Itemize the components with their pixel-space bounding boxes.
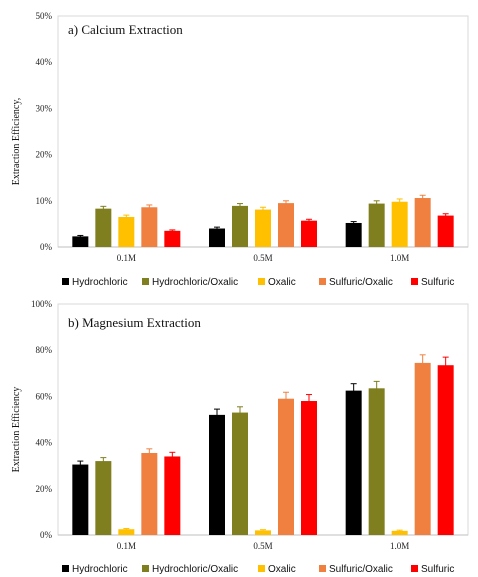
chart-panel-2: 0% 20% 40% 60% 80% 100% Extraction Efficiency b… (11, 299, 469, 575)
bar (391, 530, 408, 535)
legend-label: Sulfuric/Oxalic (329, 277, 393, 288)
y-tick-label: 100% (31, 299, 53, 309)
y-tick-label: 80% (36, 345, 53, 355)
bar (209, 414, 225, 535)
bar (232, 205, 248, 247)
bar (278, 203, 294, 247)
bar (437, 365, 454, 535)
y-tick-label: 0% (40, 242, 53, 252)
bar (278, 398, 294, 535)
y-tick-label: 40% (36, 438, 53, 448)
bar (345, 222, 362, 247)
bar (437, 215, 454, 247)
legend-swatch (411, 278, 418, 285)
bar (118, 529, 135, 535)
legend-label: Oxalic (268, 277, 296, 288)
bar (391, 201, 408, 247)
bar (72, 236, 89, 247)
bar (95, 208, 112, 247)
legend-swatch (319, 278, 326, 285)
legend-label: Sulfuric (421, 564, 454, 575)
legend-label: Oxalic (268, 564, 296, 575)
bar (232, 412, 248, 535)
bar (72, 464, 89, 535)
legend-label: Sulfuric/Oxalic (329, 564, 393, 575)
bar (255, 209, 271, 247)
bar (209, 228, 225, 247)
y-tick-label: 30% (36, 103, 53, 113)
x-tick-label: 1.0M (390, 541, 409, 551)
legend-swatch (319, 565, 326, 572)
plot-frame (57, 303, 469, 536)
x-tick-label: 1.0M (390, 253, 409, 263)
y-tick-label: 20% (36, 484, 53, 494)
legend-swatch (62, 278, 69, 285)
bar (164, 230, 181, 247)
y-tick-label: 10% (36, 196, 53, 206)
x-tick-label: 0.5M (253, 253, 272, 263)
y-axis-label: Extraction Efficiency (11, 387, 22, 473)
legend-label: Sulfuric (421, 277, 454, 288)
legend-label: Hydrochloric (72, 564, 128, 575)
y-tick-label: 60% (36, 391, 53, 401)
y-tick-label: 0% (40, 530, 53, 540)
legend-label: Hydrochloric (72, 277, 128, 288)
bar (301, 220, 317, 247)
y-axis-label: Extraction Efficiency, (11, 98, 22, 185)
chart-panel-1: 0% 10% 20% 30% 40% 50% Extraction Efficiency, a… (11, 11, 469, 288)
legend-swatch (258, 565, 265, 572)
bar (368, 388, 385, 535)
legend-label: Hydrochloric/Oxalic (152, 277, 238, 288)
x-tick-label: 0.5M (253, 541, 272, 551)
panel-title: b) Magnesium Extraction (68, 315, 201, 330)
y-tick-label: 50% (36, 11, 53, 21)
bar (414, 362, 431, 535)
bar (345, 390, 362, 535)
y-tick-label: 40% (36, 57, 53, 67)
bar (95, 461, 112, 535)
x-tick-label: 0.1M (117, 253, 136, 263)
legend-swatch (62, 565, 69, 572)
bar (255, 530, 271, 535)
panel-title: a) Calcium Extraction (68, 22, 183, 37)
y-tick-label: 20% (36, 150, 53, 160)
bar (141, 452, 158, 535)
bar (368, 203, 385, 247)
legend-swatch (258, 278, 265, 285)
bar (141, 207, 158, 247)
bar (414, 198, 431, 247)
legend-swatch (142, 565, 149, 572)
legend-label: Hydrochloric/Oxalic (152, 564, 238, 575)
x-tick-label: 0.1M (117, 541, 136, 551)
legend-swatch (411, 565, 418, 572)
bar (301, 401, 317, 535)
legend-swatch (142, 278, 149, 285)
bar (118, 216, 135, 247)
bar (164, 456, 181, 535)
